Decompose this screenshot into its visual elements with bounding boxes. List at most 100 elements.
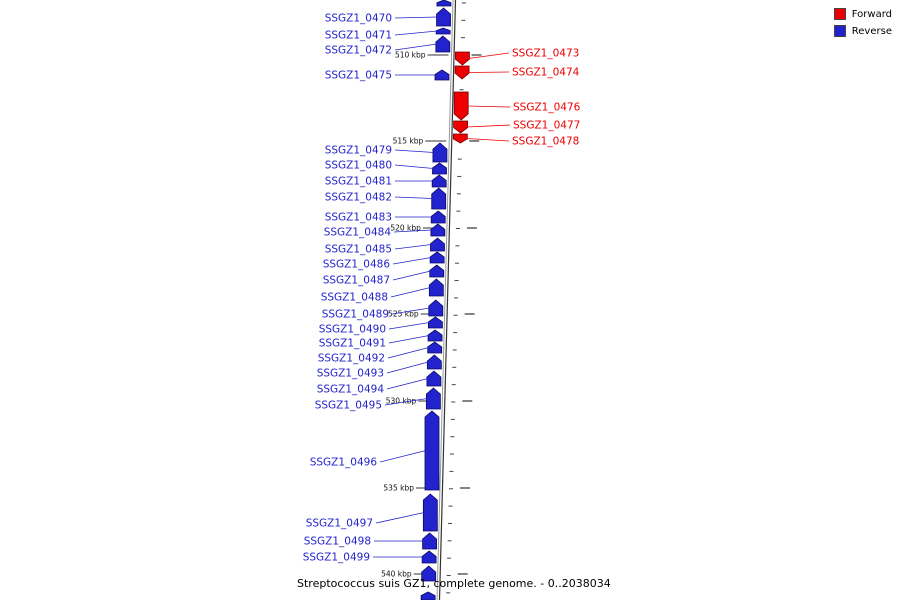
- gene-callout-line: [394, 244, 432, 250]
- gene-glyph-SSGZ1_0480[interactable]: [432, 162, 447, 175]
- gene-callout-line: [394, 30, 438, 36]
- gene-glyph-SSGZ1_0493[interactable]: [426, 354, 442, 370]
- gene-glyph-SSGZ1_0488[interactable]: [428, 278, 444, 297]
- gene-label-SSGZ1_0483: SSGZ1_0483: [325, 212, 392, 224]
- gene-label-SSGZ1_0487: SSGZ1_0487: [323, 275, 390, 287]
- gene-glyph-SSGZ1_0490[interactable]: [427, 316, 443, 329]
- gene-callout-line: [466, 138, 510, 142]
- gene-glyph-SSGZ1_0473[interactable]: [455, 51, 470, 66]
- gene-label-SSGZ1_0481: SSGZ1_0481: [325, 176, 392, 188]
- gene-glyph-SSGZ1_0477[interactable]: [453, 120, 469, 134]
- scale-label: 535 kbp: [383, 484, 414, 493]
- gene-glyph-SSGZ1_0470[interactable]: [436, 7, 451, 27]
- gene-glyph-SSGZ1_0475[interactable]: [434, 69, 450, 81]
- gene-callout-line: [394, 196, 433, 199]
- genome-caption: Streptococcus suis GZ1, complete genome.…: [297, 577, 611, 590]
- gene-label-SSGZ1_0493: SSGZ1_0493: [317, 368, 384, 380]
- gene-label-SSGZ1_0473: SSGZ1_0473: [512, 48, 579, 60]
- gene-label-SSGZ1_0498: SSGZ1_0498: [304, 536, 371, 548]
- gene-glyph-SSGZ1_0482[interactable]: [431, 187, 447, 210]
- gene-label-SSGZ1_0479: SSGZ1_0479: [325, 145, 392, 157]
- gene-glyph-SSGZ1_0492[interactable]: [427, 341, 443, 354]
- gene-label-SSGZ1_0470: SSGZ1_0470: [325, 13, 392, 25]
- gene-label-SSGZ1_0472: SSGZ1_0472: [325, 45, 392, 57]
- gene-label-SSGZ1_0482: SSGZ1_0482: [325, 192, 392, 204]
- gene-callout-line: [386, 361, 429, 374]
- gene-label-SSGZ1_0492: SSGZ1_0492: [318, 353, 385, 365]
- gene-label-SSGZ1_0476: SSGZ1_0476: [513, 102, 581, 114]
- gene-label-SSGZ1_0490: SSGZ1_0490: [319, 324, 386, 336]
- gene-glyph-SSGZ1_0494[interactable]: [426, 370, 442, 387]
- gene-label-SSGZ1_0478: SSGZ1_0478: [512, 136, 579, 148]
- gene-label-SSGZ1_0491: SSGZ1_0491: [319, 338, 386, 350]
- gene-callout-line: [388, 335, 430, 344]
- gene-label-SSGZ1_0480: SSGZ1_0480: [325, 160, 392, 172]
- gene-label-SSGZ1_0477: SSGZ1_0477: [513, 120, 580, 132]
- gene-callout-line: [466, 124, 511, 128]
- gene-callout-line: [388, 322, 430, 330]
- gene-glyph-SSGZ1_0471[interactable]: [435, 27, 451, 35]
- gene-label-SSGZ1_0486: SSGZ1_0486: [323, 259, 391, 271]
- reverse-strand-label: Reverse: [851, 25, 892, 37]
- scale-label: 520 kbp: [390, 224, 421, 233]
- gene-glyph-SSGZ1_0487[interactable]: [429, 264, 445, 278]
- gene-callout-line: [390, 287, 431, 298]
- gene-callout-line: [379, 450, 427, 463]
- gene-callout-line: [393, 229, 432, 233]
- gene-callout-line: [468, 71, 510, 73]
- gene-label-SSGZ1_0471: SSGZ1_0471: [325, 30, 392, 42]
- gene-glyph-SSGZ1_0481[interactable]: [431, 174, 447, 188]
- forward-strand-swatch: [833, 8, 846, 20]
- legend-item-reverse: Reverse: [833, 25, 892, 37]
- gene-glyph-SSGZ1_0495[interactable]: [425, 387, 441, 410]
- gene-glyph-SSGZ1_0498[interactable]: [422, 532, 437, 550]
- gene-glyph-SSGZ1_0484[interactable]: [430, 223, 446, 237]
- gene-label-SSGZ1_0497: SSGZ1_0497: [306, 518, 373, 530]
- gene-callout-line: [392, 257, 432, 265]
- scale-label: 530 kbp: [386, 397, 417, 406]
- gene-callout-line: [394, 43, 437, 51]
- gene-callout-line: [386, 378, 429, 390]
- genome-backbone-line: [438, 0, 457, 600]
- gene-glyph-SSGZ1_0472[interactable]: [435, 35, 451, 53]
- legend: Forward Reverse: [833, 8, 892, 37]
- gene-glyph-SSGZ1_0478[interactable]: [452, 133, 468, 144]
- gene-label-SSGZ1_0494: SSGZ1_0494: [317, 384, 385, 396]
- gene-glyph-SSGZ1_0499[interactable]: [421, 550, 437, 564]
- gene-label-SSGZ1_0485: SSGZ1_0485: [325, 244, 392, 256]
- gene-callout-line: [394, 149, 434, 153]
- genome-backbone-outer-line: [436, 0, 454, 600]
- gene-glyph-SSGZ1_0489[interactable]: [428, 299, 444, 317]
- gene-callout-line: [375, 512, 425, 524]
- gene-glyph-SSGZ1_0496[interactable]: [424, 410, 440, 491]
- gene-glyph-SSGZ1_0483[interactable]: [430, 210, 446, 224]
- gene-glyph-unlabeled[interactable]: [436, 0, 452, 7]
- gene-glyph-SSGZ1_0479[interactable]: [432, 142, 448, 163]
- gene-label-SSGZ1_0488: SSGZ1_0488: [321, 292, 388, 304]
- scale-label: 510 kbp: [395, 51, 426, 60]
- gene-callout-line: [394, 16, 438, 19]
- gene-glyph-SSGZ1_0476[interactable]: [453, 91, 469, 121]
- gene-glyph-SSGZ1_0497[interactable]: [422, 493, 438, 532]
- gene-glyph-unlabeled[interactable]: [420, 591, 436, 600]
- scale-label: 525 kbp: [388, 310, 419, 319]
- gene-label-SSGZ1_0499: SSGZ1_0499: [303, 552, 370, 564]
- gene-label-SSGZ1_0475: SSGZ1_0475: [325, 70, 392, 82]
- gene-callout-line: [468, 52, 510, 59]
- gene-callout-line: [391, 307, 430, 315]
- gene-glyph-SSGZ1_0486[interactable]: [429, 251, 445, 264]
- gene-glyph-SSGZ1_0485[interactable]: [430, 237, 445, 252]
- gene-glyph-SSGZ1_0491[interactable]: [427, 329, 443, 342]
- legend-item-forward: Forward: [833, 8, 892, 20]
- gene-glyph-SSGZ1_0474[interactable]: [454, 65, 470, 80]
- gene-glyph-unlabeled[interactable]: [421, 565, 437, 582]
- reverse-strand-swatch: [833, 25, 846, 37]
- gene-callout-line: [392, 270, 431, 281]
- gene-callout-line: [387, 347, 429, 359]
- gene-label-SSGZ1_0484: SSGZ1_0484: [324, 227, 392, 239]
- gene-callout-line: [467, 105, 511, 108]
- scale-label: 540 kbp: [381, 570, 412, 579]
- scale-label: 515 kbp: [393, 137, 424, 146]
- gene-callout-line: [384, 398, 428, 406]
